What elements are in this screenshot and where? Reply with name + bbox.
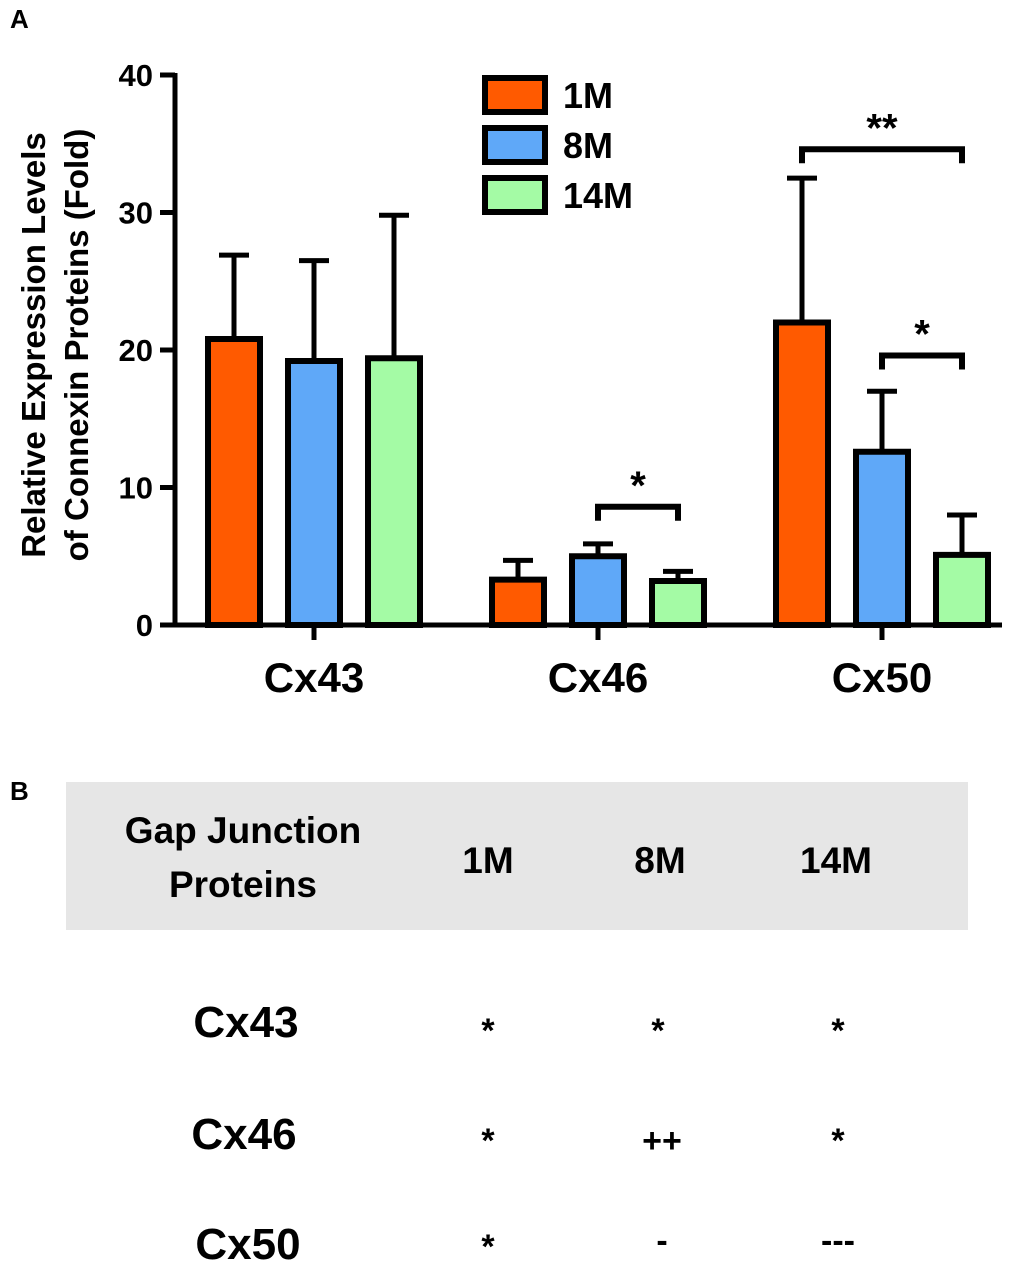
table-header-8m: 8M	[634, 840, 686, 881]
table-row-label-cx46: Cx46	[191, 1110, 297, 1159]
x-tick-label-cx46: Cx46	[548, 654, 648, 701]
legend-label-8m: 8M	[563, 125, 613, 166]
table-cell-cx50-8m: -	[656, 1222, 668, 1260]
bar-cx46-1m	[489, 576, 547, 628]
bar-cx50-8m	[853, 448, 911, 628]
bar-cx50-1m	[773, 319, 831, 628]
table-header-14m: 14M	[800, 840, 872, 881]
bar-cx46-8m	[569, 553, 627, 628]
legend-label-14m: 14M	[563, 175, 633, 216]
table-cell-cx46-8m: ++	[642, 1122, 682, 1160]
y-tick-label-3: 30	[119, 196, 153, 231]
table-cell-cx46-1m: *	[481, 1122, 495, 1160]
legend-swatch-1m	[482, 75, 548, 115]
significance-label-1: *	[914, 313, 930, 357]
bar-chart: Relative Expression Levels of Connexin Pr…	[15, 58, 1002, 701]
y-tick-label-4: 40	[119, 58, 153, 93]
table-cell-cx50-1m: *	[481, 1228, 495, 1266]
y-tick-label-1: 10	[119, 471, 153, 506]
y-tick-label-2: 20	[119, 333, 153, 368]
table-header: Gap Junction Proteins 1M 8M 14M	[66, 782, 968, 930]
table-cell-cx43-1m: *	[481, 1012, 495, 1050]
bar-cx46-14m	[649, 578, 707, 628]
significance-bracket-0	[595, 503, 681, 521]
y-axis-label-line1: Relative Expression Levels	[15, 132, 52, 558]
panel-a-label: A	[10, 4, 29, 34]
bar-cx43-8m	[285, 358, 343, 628]
legend-label-1m: 1M	[563, 75, 613, 116]
bar-cx43-14m	[365, 355, 423, 628]
bar-cx50-14m	[933, 551, 991, 628]
table-header-title-line1: Gap Junction	[124, 810, 362, 851]
significance-label-2: **	[866, 106, 898, 150]
significance-label-0: *	[630, 464, 646, 508]
legend-swatch-8m	[482, 125, 548, 165]
table-header-title-line2: Proteins	[168, 864, 318, 905]
table-cell-cx43-8m: *	[651, 1012, 665, 1050]
table-cell-cx43-14m: *	[831, 1012, 845, 1050]
bar-cx43-1m	[205, 336, 263, 628]
table-cell-cx50-14m: ---	[821, 1222, 855, 1260]
y-axis-label-line2: of Connexin Proteins (Fold)	[58, 129, 95, 562]
panel-b-label: B	[10, 776, 29, 806]
x-tick-label-cx50: Cx50	[832, 654, 932, 701]
x-tick-label-cx43: Cx43	[264, 654, 364, 701]
table-row-label-cx43: Cx43	[193, 998, 299, 1047]
legend-swatch-14m	[482, 175, 548, 215]
table-row-label-cx50: Cx50	[195, 1220, 301, 1269]
table-header-1m: 1M	[462, 840, 514, 881]
significance-bracket-2	[799, 146, 965, 164]
significance-bracket-1	[879, 352, 965, 370]
table-cell-cx46-14m: *	[831, 1122, 845, 1160]
y-tick-label-0: 0	[136, 608, 153, 643]
